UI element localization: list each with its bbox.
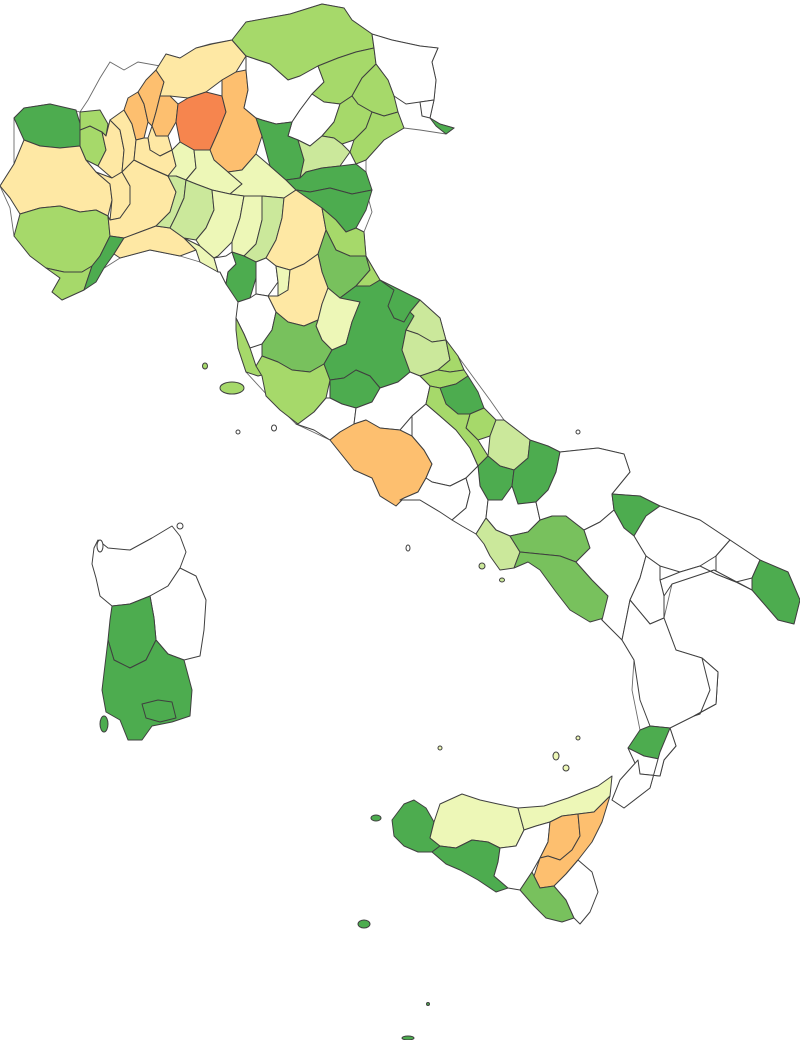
province-reggio-calabria [611,727,677,809]
province-palermo [429,793,525,849]
province-trieste [429,117,455,135]
island-capri [499,577,505,583]
island-montecristo [235,429,241,435]
province-crotone [693,657,719,717]
island-egadi [370,814,382,822]
island-stromboli [575,735,581,741]
island-lampedusa [401,1035,415,1040]
province-venezia [349,111,405,165]
region-umbria-marche [323,279,469,409]
island-ischia [478,562,486,570]
province-salerno [513,551,609,623]
province-pistoia [255,257,279,297]
province-padova [297,135,351,179]
region-abruzzo-molise [425,375,561,505]
province-cagliari [141,699,177,723]
region-calabria [611,599,719,809]
region-toscana [213,251,361,425]
province-gorizia [419,99,435,119]
island-salina [562,764,570,772]
island-linosa [426,1002,430,1006]
island-pantelleria [357,919,371,929]
region-liguria [45,225,219,301]
island-tremiti [575,429,581,435]
island-maddalena [176,522,184,530]
province-lecce [751,559,800,625]
region-lazio [295,371,479,521]
region-campania [451,465,609,623]
province-laquila [425,385,489,467]
island-capraia [202,362,208,370]
island-elba [219,381,245,395]
region-northeast [231,3,455,195]
island-sant-antioco [99,715,109,733]
province-siracusa [553,859,599,925]
region-sardegna [91,525,207,741]
island-ustica [437,745,443,751]
island-lipari [552,751,560,761]
region-northwest [0,103,177,273]
island-asinara [96,539,104,553]
island-ponza [405,544,411,552]
islands [96,362,581,1040]
region-lombardia [123,39,297,229]
region-emilia-romagna [169,179,381,299]
region-south [535,447,800,641]
region-sicilia [391,775,613,925]
island-giglio [271,424,277,432]
